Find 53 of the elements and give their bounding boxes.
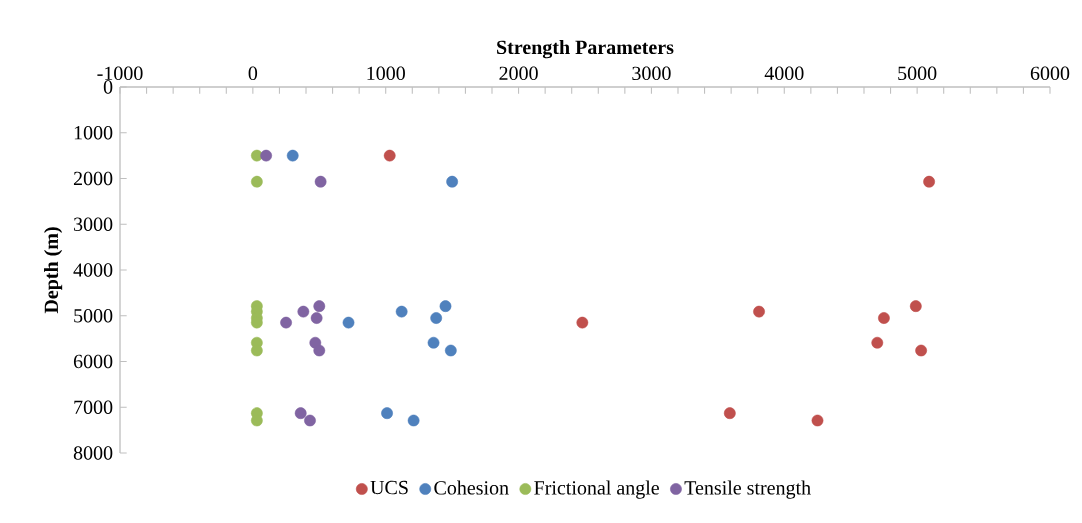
y-tick-label: 2000 xyxy=(73,171,113,186)
point xyxy=(310,312,323,324)
legend-label: Frictional angle xyxy=(534,480,659,499)
point xyxy=(297,305,310,318)
y-tick-label: 7000 xyxy=(74,400,113,414)
point xyxy=(444,344,457,357)
x-tick-label: 1000 xyxy=(367,66,405,81)
point xyxy=(878,312,890,324)
y-tick-label: 3000 xyxy=(74,217,113,231)
x-tick-label: 5000 xyxy=(898,66,937,81)
y-tick-label: 4000 xyxy=(73,263,113,277)
point xyxy=(314,175,327,188)
x-tick-label: 4000 xyxy=(764,66,804,81)
legend-label: Cohesion xyxy=(434,480,509,495)
legend-label: Tensile strength xyxy=(684,480,811,499)
point xyxy=(313,344,326,357)
point xyxy=(383,149,396,162)
point xyxy=(871,336,884,349)
x-axis-title: Strength Parameters xyxy=(497,40,674,59)
point xyxy=(427,336,440,349)
y-tick-label: 5000 xyxy=(74,308,113,323)
x-tick-label: -1000 xyxy=(97,66,143,81)
legend-label: UCS xyxy=(370,480,408,495)
point xyxy=(753,305,765,318)
point xyxy=(923,175,935,188)
point xyxy=(294,407,307,420)
point xyxy=(395,305,408,318)
x-tick-label: 0 xyxy=(248,66,258,81)
y-tick-label: 6000 xyxy=(73,354,113,369)
point xyxy=(811,414,824,427)
y-tick-label: 1000 xyxy=(74,125,113,140)
point xyxy=(286,149,299,162)
point xyxy=(576,316,589,329)
point xyxy=(446,175,459,188)
point xyxy=(430,312,443,324)
point xyxy=(342,316,355,329)
point xyxy=(313,300,326,312)
point xyxy=(250,175,263,188)
point xyxy=(439,300,452,312)
y-tick-label: 8000 xyxy=(73,446,113,460)
point xyxy=(260,149,273,162)
point xyxy=(909,300,922,312)
x-tick-label: 2000 xyxy=(499,66,538,81)
x-tick-label: 6000 xyxy=(1030,66,1070,81)
point xyxy=(407,414,420,427)
point xyxy=(915,344,927,357)
y-tick-label: 0 xyxy=(103,80,113,94)
point xyxy=(381,407,393,420)
point xyxy=(304,414,316,427)
x-tick-label: 3000 xyxy=(632,66,671,81)
y-axis-title: Depth (m) xyxy=(44,227,63,314)
point xyxy=(280,316,292,329)
point xyxy=(723,407,736,420)
